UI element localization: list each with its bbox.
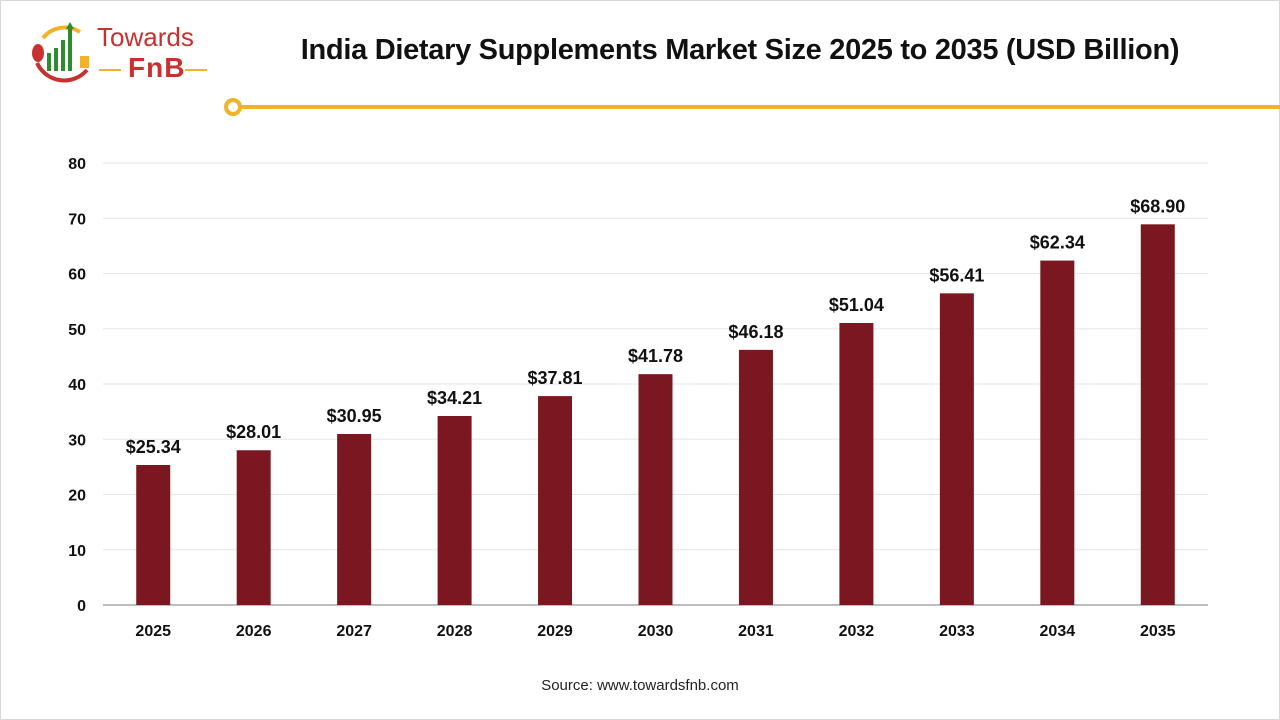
bar-2030 <box>638 374 673 605</box>
y-tick-label: 10 <box>68 543 86 560</box>
bar-2028 <box>437 415 472 605</box>
logo-icon <box>32 22 89 83</box>
x-tick-label: 2035 <box>1140 623 1176 640</box>
x-tick-label: 2033 <box>939 623 975 640</box>
data-label: $51.04 <box>829 295 884 315</box>
title-underline-dot <box>224 98 242 116</box>
x-tick-label: 2032 <box>839 623 875 640</box>
x-tick-label: 2027 <box>336 623 372 640</box>
y-tick-label: 50 <box>68 322 86 339</box>
x-tick-label: 2025 <box>135 623 171 640</box>
y-tick-label: 30 <box>68 432 86 449</box>
y-tick-label: 70 <box>68 211 86 228</box>
title-underline <box>241 105 1280 109</box>
source-text: Source: www.towardsfnb.com <box>541 677 739 694</box>
data-label: $25.34 <box>126 437 181 457</box>
x-tick-label: 2029 <box>537 623 573 640</box>
x-tick-label: 2026 <box>236 623 272 640</box>
x-tick-label: 2028 <box>437 623 473 640</box>
logo-text-line1: Towards <box>97 22 194 52</box>
data-label: $68.90 <box>1130 196 1185 216</box>
data-label: $56.41 <box>929 265 984 285</box>
x-tick-label: 2030 <box>638 623 674 640</box>
bar-2031 <box>738 349 773 605</box>
data-label: $41.78 <box>628 346 683 366</box>
y-tick-label: 0 <box>77 598 86 615</box>
y-tick-label: 80 <box>68 156 86 173</box>
logo-text-line2: FnB <box>128 52 186 83</box>
data-label: $30.95 <box>327 406 382 426</box>
data-label: $37.81 <box>528 368 583 388</box>
bar-2033 <box>939 293 974 605</box>
logo-rule-right <box>185 69 207 71</box>
y-tick-label: 40 <box>68 377 86 394</box>
bar-2026 <box>236 450 271 605</box>
data-label: $34.21 <box>427 388 482 408</box>
data-label: $62.34 <box>1030 233 1085 253</box>
bar-2034 <box>1040 260 1075 605</box>
x-tick-label: 2034 <box>1040 623 1076 640</box>
data-label: $28.01 <box>226 422 281 442</box>
y-tick-label: 60 <box>68 267 86 284</box>
bar-2035 <box>1140 224 1175 605</box>
chart-title: India Dietary Supplements Market Size 20… <box>300 34 1180 66</box>
bar-2029 <box>538 396 573 605</box>
bar-2027 <box>337 434 372 605</box>
y-tick-label: 20 <box>68 488 86 505</box>
x-tick-label: 2031 <box>738 623 774 640</box>
bar-2032 <box>839 323 874 605</box>
bar-2025 <box>136 464 171 605</box>
logo-rule-left <box>99 69 121 71</box>
towards-fnb-logo: Towards FnB <box>25 18 215 88</box>
data-label: $46.18 <box>728 322 783 342</box>
